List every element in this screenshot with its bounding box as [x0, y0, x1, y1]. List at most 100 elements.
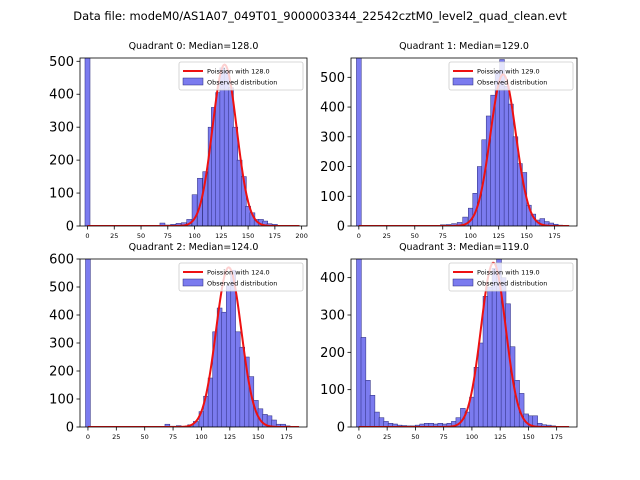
y-tick-label: 300 [320, 309, 345, 324]
histogram-bar [374, 411, 380, 427]
poisson-fit-curve [87, 266, 300, 427]
x-tick-label: 125 [494, 433, 506, 441]
legend-frame [448, 61, 574, 91]
legend-observed-label: Observed distribution [207, 79, 277, 87]
legend-observed-swatch [182, 278, 204, 287]
x-tick-label: 25 [112, 433, 120, 441]
y-tick-label: 300 [49, 121, 74, 136]
histogram-bar [462, 216, 468, 226]
x-tick-label: 175 [269, 232, 281, 240]
legend: Poission with 129.0 Observed distribution [448, 61, 574, 91]
histogram-bar [491, 268, 498, 427]
x-tick-label: 175 [548, 232, 560, 240]
legend: Poission with 119.0 Observed distribution [448, 262, 574, 292]
panel-quadrant-0: 0 25 50 75 100 125 150 175 200 0 100 200 300 400 500 Qu… [49, 41, 308, 240]
y-tick-label: 400 [320, 271, 345, 286]
x-tick-label: 75 [440, 433, 448, 441]
legend-fit-label: Poission with 128.0 [207, 68, 270, 76]
x-tick-label: 125 [215, 232, 227, 240]
x-tick-label: 50 [411, 232, 419, 240]
y-tick-label: 400 [49, 309, 74, 324]
histogram-bar [84, 58, 91, 226]
subplot-grid: 0 25 50 75 100 125 150 175 2000100200300400500Qu… [49, 41, 578, 441]
histogram-bar [239, 346, 245, 427]
axes-frame [350, 258, 578, 428]
y-tick-label: 0 [66, 220, 74, 235]
histogram-bar [378, 417, 385, 427]
histogram-bar [221, 311, 227, 427]
legend: Poission with 124.0 Observed distribution [178, 262, 304, 292]
x-tick-label: 75 [164, 232, 172, 240]
y-tick-label: 400 [49, 88, 74, 103]
histogram-bar [225, 285, 232, 427]
x-tick-label: 0 [86, 433, 90, 441]
y-tick-label: 500 [49, 55, 74, 70]
histogram-bar [478, 342, 484, 427]
legend-frame [448, 262, 574, 292]
poisson-fit-curve [358, 73, 570, 226]
histogram-bar [487, 286, 493, 427]
x-tick-label: 100 [465, 232, 477, 240]
x-tick-label: 150 [242, 232, 254, 240]
y-tick-label: 100 [49, 187, 74, 202]
y-tick-label: 200 [49, 365, 74, 380]
legend-frame [178, 262, 304, 292]
histogram-bar [482, 296, 489, 427]
y-tick-label: 200 [49, 154, 74, 169]
histogram-bar [85, 259, 91, 427]
y-tick-label: 100 [49, 393, 74, 408]
panel-quadrant-2: 0 25 50 75 100 125 150 175 0 100 200 300 400 500 600 Qu… [49, 242, 308, 441]
x-tick-label: 75 [169, 433, 177, 441]
histogram-bar [164, 423, 171, 427]
x-tick-label: 75 [439, 232, 447, 240]
panel-quadrant-1: 0 25 50 75 100 125 150 175 0 100 200 300 400 500 Quadr… [320, 41, 578, 240]
y-tick-label: 100 [320, 190, 345, 205]
y-tick-label: 500 [49, 281, 74, 296]
x-tick-label: 150 [520, 232, 532, 240]
legend-observed-swatch [452, 77, 474, 86]
histogram-bars [85, 259, 295, 427]
legend-frame [178, 61, 304, 91]
legend-observed-label: Observed distribution [207, 280, 277, 288]
histogram-bar [503, 86, 510, 226]
histogram-bar [356, 259, 362, 427]
x-tick-label: 175 [550, 433, 562, 441]
x-tick-label: 125 [224, 433, 236, 441]
x-tick-label: 25 [383, 232, 391, 240]
x-tick-label: 0 [85, 232, 89, 240]
legend-fit-label: Poission with 129.0 [477, 68, 540, 76]
histogram-bar [365, 380, 371, 427]
y-tick-label: 400 [320, 101, 345, 116]
y-tick-label: 500 [320, 71, 345, 86]
histogram-bar [191, 194, 198, 226]
histogram-bar [175, 223, 182, 226]
axes-frame [350, 57, 578, 227]
x-tick-label: 100 [188, 232, 200, 240]
y-tick-label: 300 [320, 130, 345, 145]
histogram-bar [271, 419, 277, 427]
y-tick-label: 0 [66, 421, 74, 436]
x-tick-label: 50 [411, 433, 419, 441]
x-tick-label: 25 [110, 232, 118, 240]
legend-observed-swatch [452, 278, 474, 287]
poisson-fit-curve [87, 63, 300, 226]
legend-observed-label: Observed distribution [477, 280, 547, 288]
figure-suptitle: Data file: modeM0/AS1A07_049T01_90000033… [73, 9, 567, 23]
y-tick-label: 0 [337, 421, 345, 436]
x-tick-label: 125 [492, 232, 504, 240]
histogram-bar [369, 395, 376, 427]
histogram-bar [508, 103, 514, 226]
x-tick-label: 50 [141, 433, 149, 441]
y-tick-label: 100 [320, 383, 345, 398]
axes-frame [79, 57, 308, 227]
histogram-bar [235, 331, 241, 427]
panel-quadrant-3: 0 25 50 75 100 125 150 175 0 100 200 300 400 Quadrant… [320, 242, 578, 441]
legend-observed-label: Observed distribution [477, 79, 547, 87]
histogram-bar [216, 307, 223, 427]
x-tick-label: 100 [195, 433, 207, 441]
legend: Poission with 128.0 Observed distribution [178, 61, 304, 91]
histogram-bar [360, 337, 367, 427]
x-tick-label: 175 [280, 433, 292, 441]
y-tick-label: 200 [320, 160, 345, 175]
